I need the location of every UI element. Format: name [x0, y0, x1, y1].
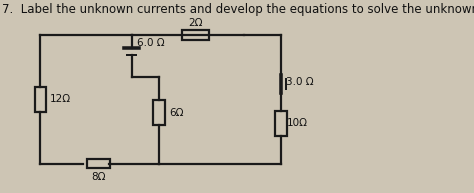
Text: 7.  Label the unknown currents and develop the equations to solve the unknown cu: 7. Label the unknown currents and develo… — [2, 3, 474, 16]
Bar — [182, 30, 210, 40]
Text: 3.0 Ω: 3.0 Ω — [286, 77, 314, 87]
Text: 8Ω: 8Ω — [91, 172, 105, 182]
Text: 12Ω: 12Ω — [50, 94, 71, 104]
Bar — [275, 111, 287, 136]
Bar — [153, 100, 165, 125]
Text: 10Ω: 10Ω — [286, 118, 308, 128]
Bar — [87, 159, 109, 168]
Text: 6Ω: 6Ω — [169, 108, 183, 118]
Text: 6.0 Ω: 6.0 Ω — [137, 38, 165, 48]
Bar — [35, 87, 46, 112]
Text: 2Ω: 2Ω — [188, 18, 203, 28]
